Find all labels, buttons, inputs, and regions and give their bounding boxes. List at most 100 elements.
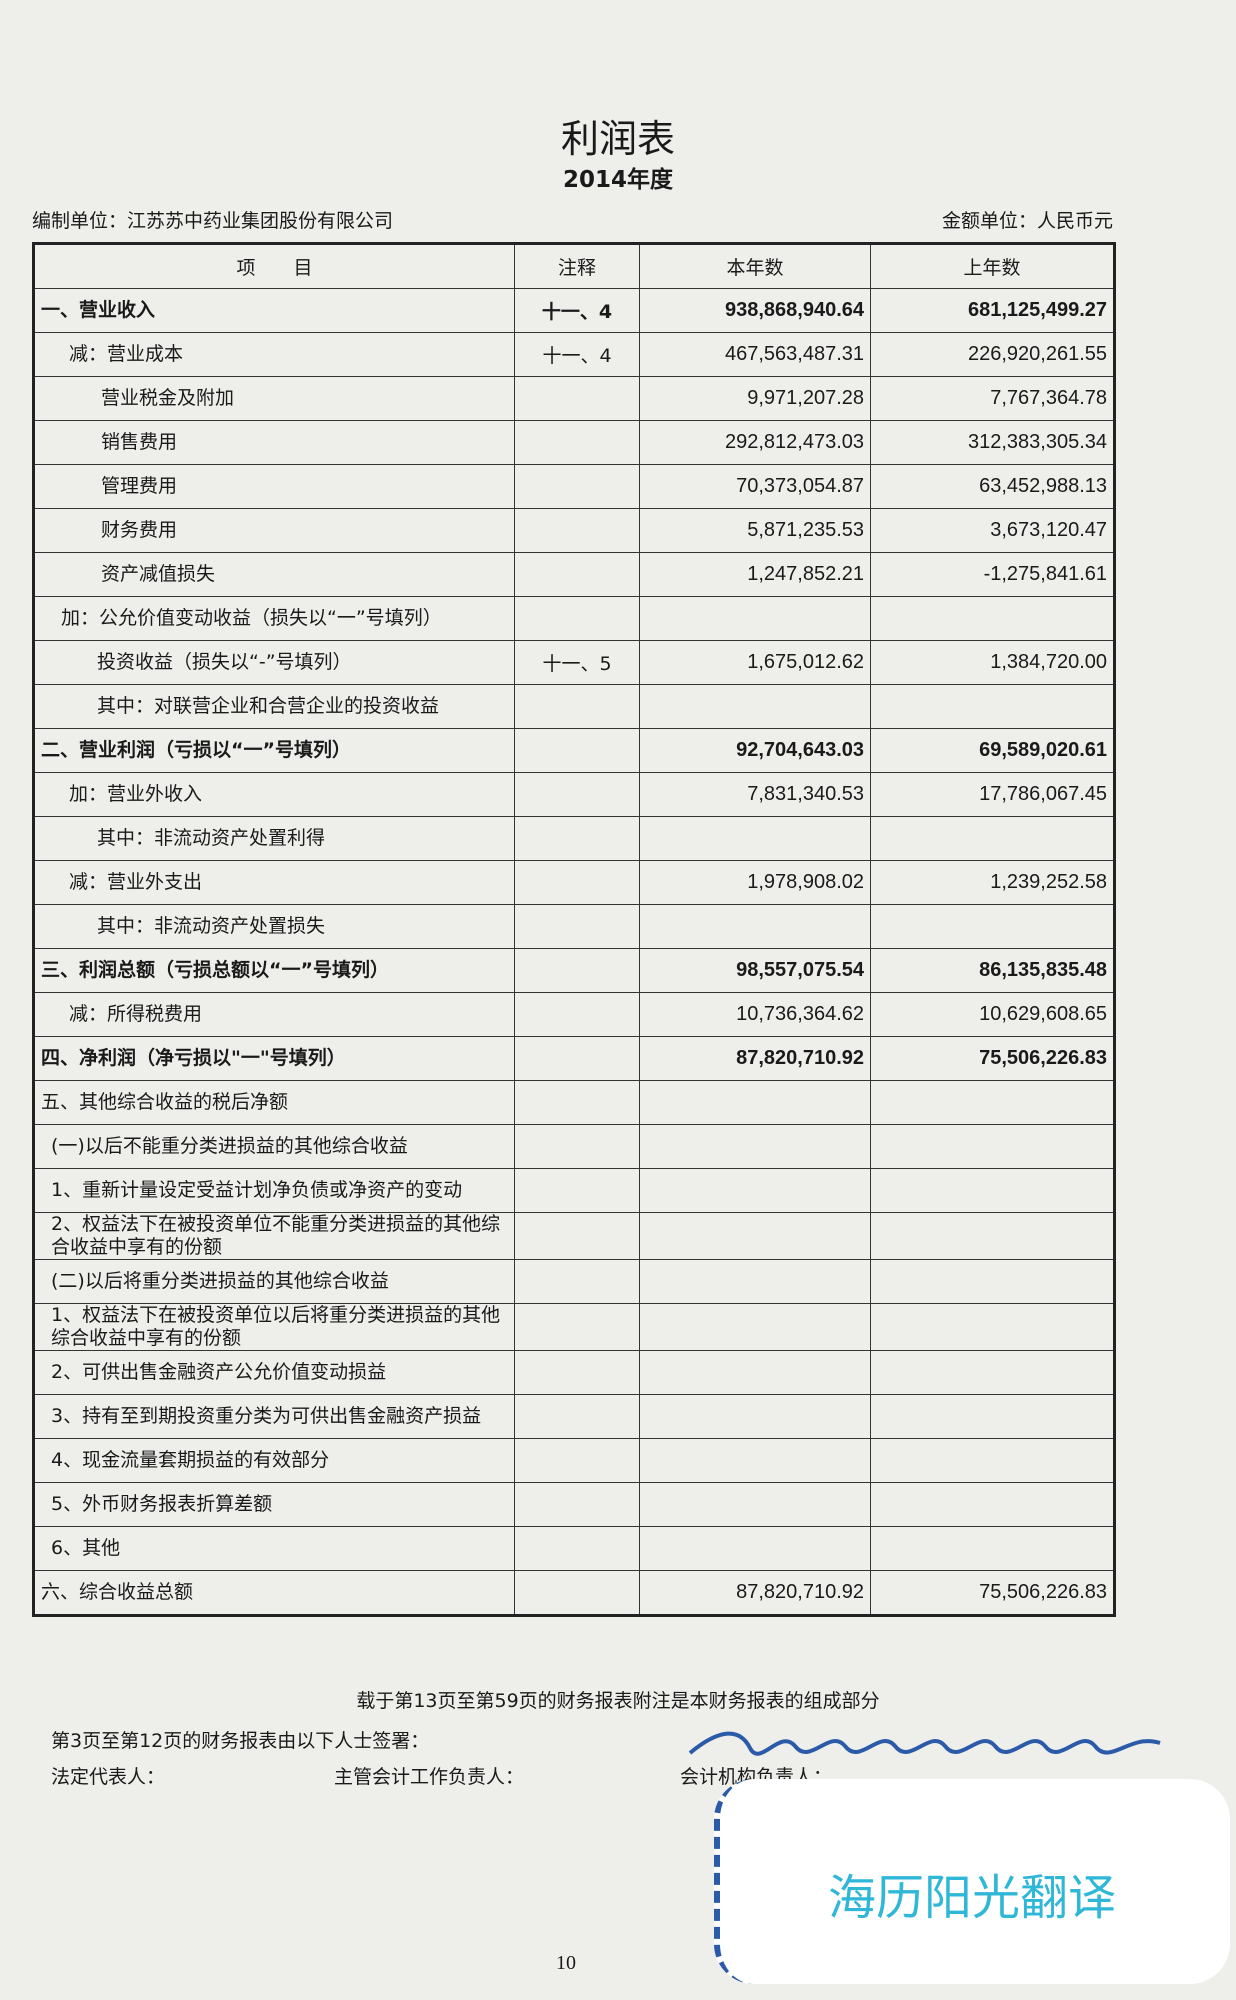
- row-label: 1、权益法下在被投资单位以后将重分类进损益的其他综合收益中享有的份额: [33, 1303, 515, 1351]
- current-year: [639, 1482, 871, 1527]
- row-label: 销售费用: [33, 420, 515, 465]
- prior-year: 10,629,608.65: [870, 992, 1115, 1037]
- prior-year: 226,920,261.55: [870, 332, 1115, 377]
- prior-year: [870, 1168, 1115, 1213]
- row-label: 六、综合收益总额: [33, 1570, 515, 1616]
- note: [514, 992, 640, 1037]
- current-year: 467,563,487.31: [639, 332, 871, 377]
- prior-year: [870, 1212, 1115, 1260]
- note: [514, 596, 640, 641]
- table-row: 其中：非流动资产处置利得: [33, 816, 1115, 861]
- current-year: 70,373,054.87: [639, 464, 871, 509]
- current-year: [639, 1124, 871, 1169]
- row-label: 四、净利润（净亏损以"一"号填列）: [33, 1036, 515, 1081]
- table-row: 3、持有至到期投资重分类为可供出售金融资产损益: [33, 1394, 1115, 1439]
- title: 利润表: [560, 117, 675, 161]
- note: [514, 860, 640, 905]
- note: [514, 772, 640, 817]
- prior-year: [870, 1124, 1115, 1169]
- row-label: 3、持有至到期投资重分类为可供出售金融资产损益: [33, 1394, 515, 1439]
- prior-year: 1,239,252.58: [870, 860, 1115, 905]
- prior-year: [870, 1394, 1115, 1439]
- row-label: 加：公允价值变动收益（损失以“一”号填列）: [33, 596, 515, 641]
- table-row: 其中：非流动资产处置损失: [33, 904, 1115, 949]
- table-row: 6、其他: [33, 1526, 1115, 1571]
- table-row: 1、权益法下在被投资单位以后将重分类进损益的其他综合收益中享有的份额: [33, 1303, 1115, 1351]
- signature: 主管会计工作负责人：: [334, 1766, 525, 1788]
- table-row: 5、外币财务报表折算差额: [33, 1482, 1115, 1527]
- current-year: 7,831,340.53: [639, 772, 871, 817]
- note: [514, 816, 640, 861]
- prior-year: [870, 596, 1115, 641]
- prior-year: 17,786,067.45: [870, 772, 1115, 817]
- header-row: 项 目注释 本年数 上年数: [33, 243, 1115, 289]
- current-year: [639, 1526, 871, 1571]
- prior-year: [870, 1259, 1115, 1304]
- prior-year: [870, 816, 1115, 861]
- note: [514, 420, 640, 465]
- note: 十一、4: [514, 288, 640, 333]
- prior-year: 75,506,226.83: [870, 1036, 1115, 1081]
- row-label: (一)以后不能重分类进损益的其他综合收益: [33, 1124, 515, 1169]
- note: [514, 1570, 640, 1616]
- current-year: 87,820,710.92: [639, 1036, 871, 1081]
- row-label: 其中：对联营企业和合营企业的投资收益: [33, 684, 515, 729]
- signature: 法定代表人：: [51, 1766, 166, 1788]
- table-row: 2、可供出售金融资产公允价值变动损益: [33, 1350, 1115, 1395]
- row-label: (二)以后将重分类进损益的其他综合收益: [33, 1259, 515, 1304]
- decoration: [688, 1731, 1161, 1756]
- prior-year: 1,384,720.00: [870, 640, 1115, 685]
- current-year: 5,871,235.53: [639, 508, 871, 553]
- note: [514, 376, 640, 421]
- note: 十一、5: [514, 640, 640, 685]
- prior-year: [870, 1080, 1115, 1125]
- current-year: [639, 1394, 871, 1439]
- row-label: 五、其他综合收益的税后净额: [33, 1080, 515, 1125]
- table-row: 六、综合收益总额 87,820,710.92 75,506,226.83: [33, 1570, 1115, 1616]
- row-label: 6、其他: [33, 1526, 515, 1571]
- note: [514, 464, 640, 509]
- current-year: [639, 1212, 871, 1260]
- current-year: 1,675,012.62: [639, 640, 871, 685]
- prior-year: 3,673,120.47: [870, 508, 1115, 553]
- table-row: 4、现金流量套期损益的有效部分: [33, 1438, 1115, 1483]
- income-table: 项 目注释 本年数 上年数 一、营业收入 十一、4 938,868,940.64 681,…: [32, 242, 1116, 1617]
- prior-year: [870, 1482, 1115, 1527]
- current-year: 9,971,207.28: [639, 376, 871, 421]
- row-label: 2、权益法下在被投资单位不能重分类进损益的其他综合收益中享有的份额: [33, 1212, 515, 1260]
- note: [514, 1036, 640, 1081]
- period: 2014年度: [562, 167, 673, 193]
- current-year: 92,704,643.03: [639, 728, 871, 773]
- table-row: 五、其他综合收益的税后净额: [33, 1080, 1115, 1125]
- row-label: 1、重新计量设定受益计划净负债或净资产的变动: [33, 1168, 515, 1213]
- row-label: 5、外币财务报表折算差额: [33, 1482, 515, 1527]
- note: [514, 1350, 640, 1395]
- table-row: 减：营业外支出 1,978,908.02 1,239,252.58: [33, 860, 1115, 905]
- table-row: 四、净利润（净亏损以"一"号填列） 87,820,710.92 75,506,226…: [33, 1036, 1115, 1081]
- current-year: [639, 816, 871, 861]
- current-year: [639, 1259, 871, 1304]
- row-label: 管理费用: [33, 464, 515, 509]
- row-label: 营业税金及附加: [33, 376, 515, 421]
- current-year: [639, 1350, 871, 1395]
- prior-year: 75,506,226.83: [870, 1570, 1115, 1616]
- column-header: 本年数: [639, 243, 871, 289]
- prior-year: [870, 1526, 1115, 1571]
- current-year: 1,978,908.02: [639, 860, 871, 905]
- company: 编制单位：江苏苏中药业集团股份有限公司: [32, 210, 394, 232]
- current-year: [639, 684, 871, 729]
- table-row: (一)以后不能重分类进损益的其他综合收益: [33, 1124, 1115, 1169]
- row-label: 减：营业成本: [33, 332, 515, 377]
- table-row: 2、权益法下在被投资单位不能重分类进损益的其他综合收益中享有的份额: [33, 1212, 1115, 1260]
- footer-note: 载于第13页至第59页的财务报表附注是本财务报表的组成部分: [356, 1690, 880, 1712]
- table-row: 三、利润总额（亏损总额以“一”号填列） 98,557,075.54 86,135,8…: [33, 948, 1115, 993]
- note: [514, 508, 640, 553]
- row-label: 减：所得税费用: [33, 992, 515, 1037]
- note: [514, 948, 640, 993]
- prior-year: 7,767,364.78: [870, 376, 1115, 421]
- table-row: (二)以后将重分类进损益的其他综合收益: [33, 1259, 1115, 1304]
- current-year: [639, 1438, 871, 1483]
- note: [514, 684, 640, 729]
- row-label: 其中：非流动资产处置利得: [33, 816, 515, 861]
- row-label: 二、营业利润（亏损以“一”号填列）: [33, 728, 515, 773]
